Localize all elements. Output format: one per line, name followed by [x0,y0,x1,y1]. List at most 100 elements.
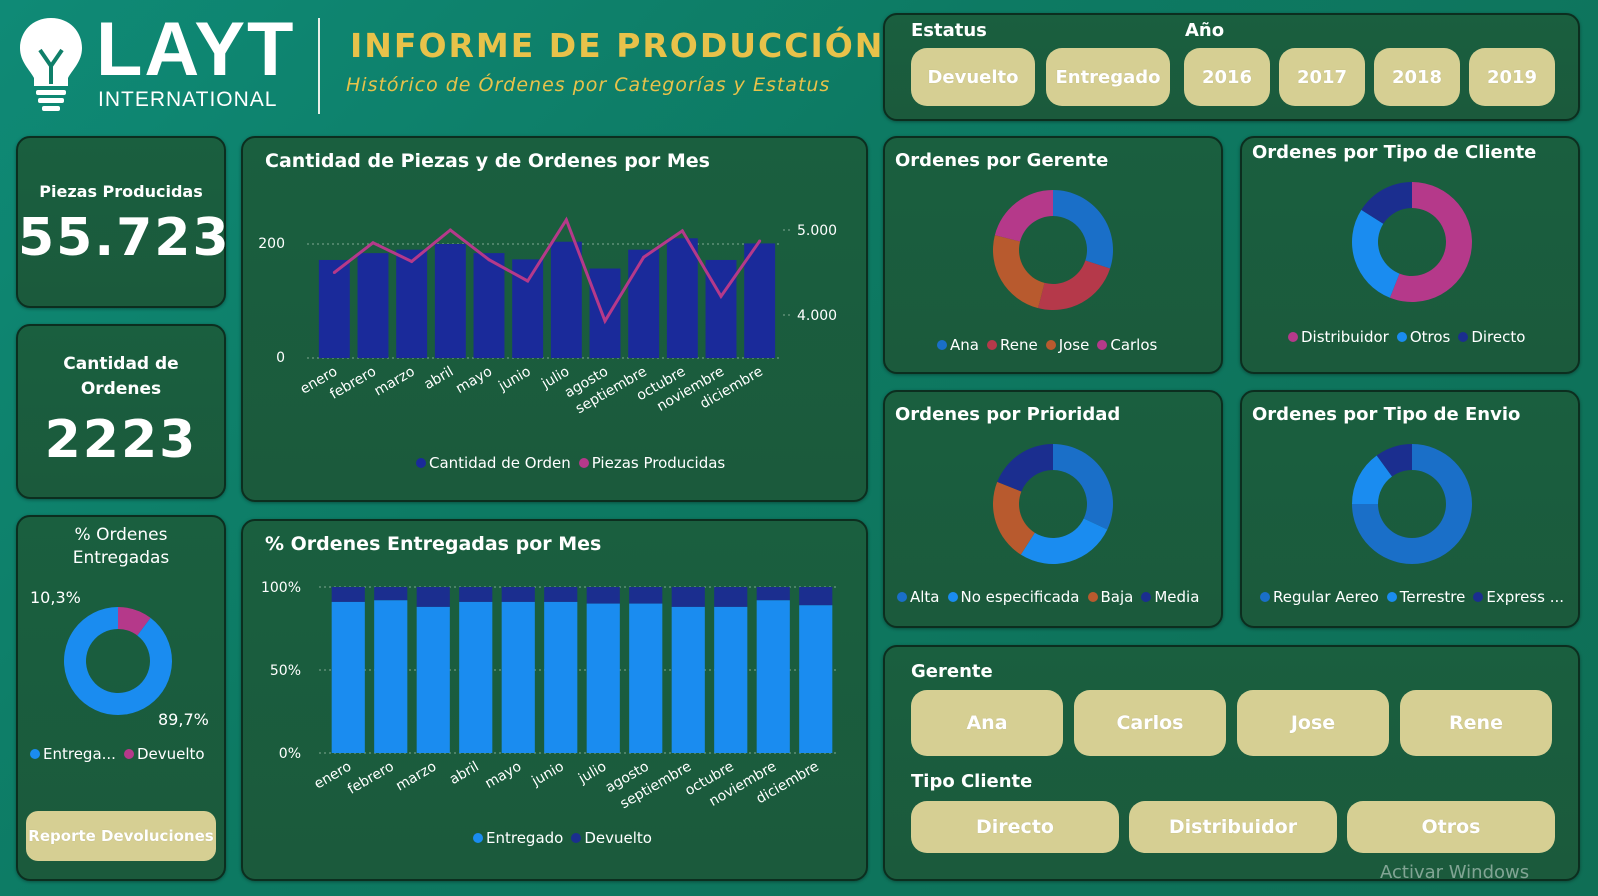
point-piezas-producidas[interactable] [410,259,414,263]
legend-item-prioridad-0[interactable]: Alta [897,588,940,606]
legend-item-cliente-1[interactable]: Otros [1396,328,1450,346]
legend-item-prioridad-1[interactable]: No especificada [947,588,1080,606]
tipo-cliente-otros-button[interactable]: Otros [1347,801,1555,853]
legend-item-envio-1[interactable]: Terrestre [1386,588,1465,606]
donut-slice-directo[interactable] [1361,182,1412,224]
bar-devuelto[interactable] [586,587,620,604]
bar-entregado[interactable] [714,606,748,753]
donut-slice-carlos[interactable] [994,190,1053,242]
bar-cantidad-orden[interactable] [666,238,698,358]
donut-slice-terrestre[interactable] [1352,455,1393,504]
donut-slice-express[interactable] [1376,444,1412,477]
tipo-cliente-directo-button[interactable]: Directo [911,801,1119,853]
bar-devuelto[interactable] [544,587,578,602]
donut-slice-alta[interactable] [1053,444,1113,530]
bar-devuelto[interactable] [416,587,450,607]
point-piezas-producidas[interactable] [526,279,530,283]
legend-item-piezas-producidas[interactable]: Piezas Producidas [578,454,725,472]
bar-entregado[interactable] [756,600,790,753]
gerente-rene-button[interactable]: Rene [1400,690,1552,756]
point-piezas-producidas[interactable] [448,228,452,232]
donut-slice-baja[interactable] [993,481,1035,555]
legend-item-cantidad-orden[interactable]: Cantidad de Orden [416,454,571,472]
bar-devuelto[interactable] [714,587,748,607]
point-piezas-producidas[interactable] [642,255,646,259]
anio-2018-button[interactable]: 2018 [1374,48,1460,106]
gerente-carlos-button[interactable]: Carlos [1074,690,1226,756]
point-piezas-producidas[interactable] [758,239,762,243]
bar-devuelto[interactable] [799,587,833,606]
gerente-jose-button[interactable]: Jose [1237,690,1389,756]
legend-item-devuelto-bar[interactable]: Devuelto [571,829,652,847]
bar-cantidad-orden[interactable] [628,249,660,358]
bar-entregado[interactable] [374,600,408,753]
bar-cantidad-orden[interactable] [318,259,350,358]
estatus-entregado-button[interactable]: Entregado [1046,48,1170,106]
bar-cantidad-orden[interactable] [396,249,428,358]
bar-cantidad-orden[interactable] [705,259,737,358]
bar-cantidad-orden[interactable] [434,244,466,358]
point-piezas-producidas[interactable] [719,294,723,298]
legend-item-gerente-1[interactable]: Rene [986,336,1038,354]
donut-slice-jose[interactable] [993,235,1045,309]
legend-item-envio-0[interactable]: Regular Aereo [1260,588,1379,606]
bar-entregado[interactable] [459,601,493,753]
bar-devuelto[interactable] [331,587,365,602]
point-piezas-producidas[interactable] [603,319,607,323]
bar-devuelto[interactable] [671,587,705,607]
bar-entregado[interactable] [586,603,620,753]
line-piezas-producidas[interactable] [333,216,761,325]
legend-item-cliente-2[interactable]: Directo [1458,328,1525,346]
anio-2017-button[interactable]: 2017 [1279,48,1365,106]
legend-item-envio-2[interactable]: Express ... [1473,588,1564,606]
anio-2019-button[interactable]: 2019 [1469,48,1555,106]
donut-slice-no-especificada[interactable] [1020,518,1108,564]
legend-item-entregado-bar[interactable]: Entregado [473,829,563,847]
legend-item-devuelto[interactable]: Devuelto [123,745,205,763]
point-piezas-producidas[interactable] [371,241,375,245]
legend-item-gerente-2[interactable]: Jose [1045,336,1089,354]
donut-slice-otros[interactable] [1352,209,1400,298]
point-piezas-producidas[interactable] [487,258,491,262]
donut-slice-regular-aereo[interactable] [1352,444,1472,564]
legend-item-gerente-0[interactable]: Ana [937,336,979,354]
bar-devuelto[interactable] [629,587,663,604]
legend-item-prioridad-2[interactable]: Baja [1087,588,1133,606]
estatus-devuelto-button[interactable]: Devuelto [911,48,1035,106]
legend-label: Distribuidor [1301,328,1389,346]
bar-entregado[interactable] [544,601,578,753]
bar-entregado[interactable] [671,606,705,753]
bar-entregado[interactable] [501,601,535,753]
legend-item-cliente-0[interactable]: Distribuidor [1288,328,1389,346]
data-label-devuelto: 10,3% [30,588,81,607]
legend-item-gerente-3[interactable]: Carlos [1097,336,1157,354]
donut-slice-media[interactable] [997,444,1053,492]
point-piezas-producidas[interactable] [564,218,568,222]
bar-entregado[interactable] [331,601,365,753]
bar-entregado[interactable] [416,606,450,753]
donut-slice-devuelto[interactable] [118,607,151,636]
legend-item-entregado[interactable]: Entrega... [30,745,116,763]
bar-devuelto[interactable] [756,587,790,601]
legend-item-prioridad-3[interactable]: Media [1141,588,1199,606]
bar-devuelto[interactable] [501,587,535,602]
reporte-devoluciones-button[interactable]: Reporte Devoluciones [26,811,216,861]
bar-cantidad-orden[interactable] [473,253,505,358]
bar-entregado[interactable] [799,605,833,753]
bar-cantidad-orden[interactable] [589,268,621,358]
tipo-cliente-distribuidor-button[interactable]: Distribuidor [1129,801,1337,853]
donut-slice-distribuidor[interactable] [1389,182,1472,302]
bar-cantidad-orden[interactable] [744,243,776,358]
donut-slice-ana[interactable] [1053,190,1113,269]
donut-slice-rene[interactable] [1038,260,1111,310]
anio-2016-button[interactable]: 2016 [1184,48,1270,106]
gerente-ana-button[interactable]: Ana [911,690,1063,756]
bar-devuelto[interactable] [374,587,408,601]
point-piezas-producidas[interactable] [680,229,684,233]
bar-cantidad-orden[interactable] [357,253,389,358]
donut-slice-entregado[interactable] [64,607,172,715]
bar-devuelto[interactable] [459,587,493,602]
point-piezas-producidas[interactable] [332,271,336,274]
bar-entregado[interactable] [629,603,663,753]
bar-cantidad-orden[interactable] [550,241,582,358]
